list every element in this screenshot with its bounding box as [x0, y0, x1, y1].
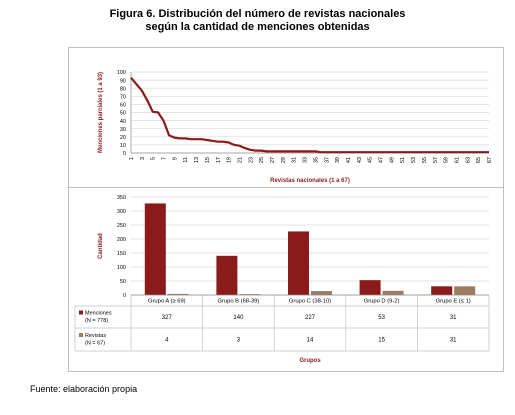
bar-chart: 0 50 100 150 200 250 300 350 Grupo A (≥ 69) 327 4 G… [74, 195, 490, 364]
y-tick-label: 80 [120, 86, 126, 92]
legend-label: Menciones [85, 310, 112, 316]
y-tick-label: 200 [117, 237, 126, 243]
y-tick-label: 0 [123, 151, 126, 157]
x-tick-label: 27 [270, 157, 276, 163]
data-label: 4 [165, 338, 169, 344]
bar [144, 203, 166, 295]
y-tick-label: 350 [117, 195, 126, 201]
x-tick-label: 53 [411, 157, 417, 163]
data-label: 140 [233, 315, 244, 321]
x-tick-label: Grupo D (9-2) [364, 299, 400, 305]
x-tick-label: 3 [140, 157, 146, 160]
x-tick-label: 17 [216, 157, 222, 163]
data-label: 3 [237, 338, 241, 344]
y-axis-label: Cantidad [98, 233, 104, 259]
x-tick-label: 13 [194, 157, 200, 163]
y-tick-label: 40 [120, 119, 126, 125]
y-tick-label: 90 [120, 78, 126, 84]
x-tick-label: 43 [357, 157, 363, 163]
x-tick-label: Grupo E (≤ 1) [436, 299, 471, 305]
y-tick-label: 10 [120, 143, 126, 149]
data-label: 31 [450, 315, 457, 321]
x-tick-label: 5 [151, 157, 157, 160]
y-tick-label: 250 [117, 223, 126, 229]
legend-label: Revistas [85, 333, 106, 339]
bar [431, 286, 453, 295]
y-tick-label: 100 [117, 70, 126, 76]
y-tick-label: 300 [117, 209, 126, 215]
x-tick-label: 37 [324, 157, 330, 163]
x-tick-label: 25 [259, 157, 265, 163]
y-tick-label: 70 [120, 95, 126, 101]
x-tick-label: 55 [422, 157, 428, 163]
x-tick-label: 1 [129, 157, 135, 160]
y-tick-label: 60 [120, 103, 126, 109]
y-tick-label: 100 [117, 265, 126, 271]
x-tick-label: 7 [162, 157, 168, 160]
x-tick-label: 9 [172, 157, 178, 160]
x-tick-label: 61 [454, 157, 460, 163]
bar [454, 286, 476, 295]
y-axis-label: Menciones parciales (1 a 93) [98, 72, 104, 153]
legend-label: (N = 778) [85, 318, 108, 324]
bar [216, 255, 238, 295]
x-tick-label: 39 [335, 157, 341, 163]
x-tick-label: 57 [433, 157, 439, 163]
figure-title-line2: según la cantidad de menciones obtenidas [145, 21, 370, 33]
x-tick-label: 35 [313, 157, 319, 163]
bar [167, 293, 189, 295]
y-tick-label: 30 [120, 127, 126, 133]
y-tick-label: 50 [120, 111, 126, 117]
legend-swatch [79, 333, 83, 337]
bar [239, 294, 261, 295]
bar-chart-panel: 0 50 100 150 200 250 300 350 Grupo A (≥ 69) 327 4 G… [68, 187, 504, 372]
x-tick-label: Grupo B (68-39) [217, 299, 259, 305]
bar [359, 280, 381, 295]
x-tick-label: 15 [205, 157, 211, 163]
data-label: 227 [305, 315, 316, 321]
x-tick-label: 65 [476, 157, 482, 163]
x-axis-label: Grupos [299, 358, 321, 364]
x-tick-label: 63 [465, 157, 471, 163]
bar [311, 291, 332, 295]
figure-title: Figura 6. Distribución del número de rev… [0, 8, 515, 34]
x-tick-label: Grupo A (≥ 69) [148, 299, 186, 305]
x-tick-label: 23 [248, 157, 254, 163]
x-tick-label: Grupo C (38-10) [289, 299, 331, 305]
x-tick-label: 47 [379, 157, 385, 163]
data-label: 327 [162, 315, 173, 321]
x-tick-label: 11 [183, 157, 189, 163]
y-tick-label: 150 [117, 251, 126, 257]
legend-label: (N = 67) [85, 340, 105, 346]
series-line [130, 76, 489, 154]
y-tick-label: 50 [120, 279, 126, 285]
x-tick-label: 51 [400, 157, 406, 163]
figure-title-line1: Figura 6. Distribución del número de rev… [109, 8, 406, 20]
x-tick-label: 21 [237, 157, 243, 163]
x-tick-label: 45 [368, 157, 374, 163]
x-tick-label: 33 [303, 157, 309, 163]
x-axis-label: Revistas nacionales (1 a 67) [270, 178, 350, 184]
y-tick-label: 20 [120, 135, 126, 141]
data-label: 31 [450, 338, 457, 344]
x-tick-label: 41 [346, 157, 352, 163]
line-chart-panel: 0 10 20 30 40 50 60 70 80 90 100 1 3 5 7 9 11 13 15 17 19 21 2… [68, 47, 504, 189]
x-tick-label: 59 [444, 157, 450, 163]
source-note: Fuente: elaboración propia [30, 384, 138, 394]
legend-swatch [79, 310, 83, 315]
data-label: 15 [378, 338, 385, 344]
x-tick-label: 49 [389, 157, 395, 163]
x-tick-label: 67 [487, 157, 493, 163]
x-tick-label: 29 [281, 157, 287, 163]
bar [288, 231, 309, 295]
data-label: 14 [307, 338, 314, 344]
x-tick-label: 19 [227, 157, 233, 163]
data-label: 53 [378, 315, 385, 321]
y-tick-label: 0 [123, 293, 126, 299]
x-tick-label: 31 [292, 157, 298, 163]
bar [382, 290, 404, 295]
